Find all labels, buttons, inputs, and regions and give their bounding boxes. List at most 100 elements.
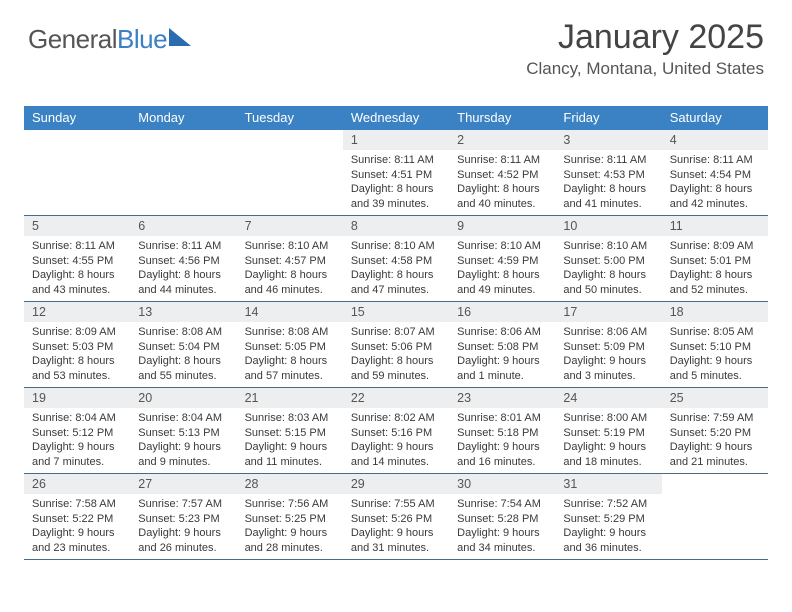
day-info: Sunrise: 8:04 AMSunset: 5:12 PMDaylight:… <box>24 408 130 473</box>
calendar: SundayMondayTuesdayWednesdayThursdayFrid… <box>24 106 768 560</box>
day-number: 2 <box>449 130 555 150</box>
calendar-week: 5Sunrise: 8:11 AMSunset: 4:55 PMDaylight… <box>24 216 768 302</box>
day-number: 19 <box>24 388 130 408</box>
calendar-day: 10Sunrise: 8:10 AMSunset: 5:00 PMDayligh… <box>555 216 661 301</box>
month-title: January 2025 <box>526 18 764 57</box>
calendar-day: 13Sunrise: 8:08 AMSunset: 5:04 PMDayligh… <box>130 302 236 387</box>
day-number: 31 <box>555 474 661 494</box>
weekday-header: Wednesday <box>343 106 449 130</box>
day-info: Sunrise: 7:54 AMSunset: 5:28 PMDaylight:… <box>449 494 555 559</box>
calendar-day: 19Sunrise: 8:04 AMSunset: 5:12 PMDayligh… <box>24 388 130 473</box>
day-info: Sunrise: 8:06 AMSunset: 5:08 PMDaylight:… <box>449 322 555 387</box>
day-number: 7 <box>237 216 343 236</box>
calendar-day: 6Sunrise: 8:11 AMSunset: 4:56 PMDaylight… <box>130 216 236 301</box>
day-number: 15 <box>343 302 449 322</box>
calendar-day: 12Sunrise: 8:09 AMSunset: 5:03 PMDayligh… <box>24 302 130 387</box>
day-info: Sunrise: 8:10 AMSunset: 4:58 PMDaylight:… <box>343 236 449 301</box>
day-info: Sunrise: 8:11 AMSunset: 4:56 PMDaylight:… <box>130 236 236 301</box>
weekday-header: Sunday <box>24 106 130 130</box>
day-info: Sunrise: 8:08 AMSunset: 5:04 PMDaylight:… <box>130 322 236 387</box>
logo-sail-icon <box>169 28 191 46</box>
calendar-body: 1Sunrise: 8:11 AMSunset: 4:51 PMDaylight… <box>24 130 768 560</box>
logo-text: GeneralBlue <box>28 24 167 55</box>
calendar-day: 27Sunrise: 7:57 AMSunset: 5:23 PMDayligh… <box>130 474 236 559</box>
weekday-header: Tuesday <box>237 106 343 130</box>
calendar-day: 28Sunrise: 7:56 AMSunset: 5:25 PMDayligh… <box>237 474 343 559</box>
day-info: Sunrise: 8:08 AMSunset: 5:05 PMDaylight:… <box>237 322 343 387</box>
day-number: 3 <box>555 130 661 150</box>
day-number: 1 <box>343 130 449 150</box>
day-number: 30 <box>449 474 555 494</box>
day-info: Sunrise: 8:04 AMSunset: 5:13 PMDaylight:… <box>130 408 236 473</box>
day-info: Sunrise: 8:11 AMSunset: 4:54 PMDaylight:… <box>662 150 768 215</box>
calendar-day: 26Sunrise: 7:58 AMSunset: 5:22 PMDayligh… <box>24 474 130 559</box>
day-info: Sunrise: 8:09 AMSunset: 5:03 PMDaylight:… <box>24 322 130 387</box>
calendar-week: 26Sunrise: 7:58 AMSunset: 5:22 PMDayligh… <box>24 474 768 560</box>
day-info: Sunrise: 7:56 AMSunset: 5:25 PMDaylight:… <box>237 494 343 559</box>
location-label: Clancy, Montana, United States <box>526 59 764 79</box>
calendar-day: 1Sunrise: 8:11 AMSunset: 4:51 PMDaylight… <box>343 130 449 215</box>
calendar-day-empty <box>237 130 343 215</box>
day-number: 5 <box>24 216 130 236</box>
day-info: Sunrise: 8:09 AMSunset: 5:01 PMDaylight:… <box>662 236 768 301</box>
day-info: Sunrise: 8:05 AMSunset: 5:10 PMDaylight:… <box>662 322 768 387</box>
weekday-header: Friday <box>555 106 661 130</box>
calendar-day-empty <box>662 474 768 559</box>
calendar-day: 9Sunrise: 8:10 AMSunset: 4:59 PMDaylight… <box>449 216 555 301</box>
day-info: Sunrise: 7:58 AMSunset: 5:22 PMDaylight:… <box>24 494 130 559</box>
day-info: Sunrise: 8:11 AMSunset: 4:51 PMDaylight:… <box>343 150 449 215</box>
calendar-day: 8Sunrise: 8:10 AMSunset: 4:58 PMDaylight… <box>343 216 449 301</box>
day-info: Sunrise: 8:11 AMSunset: 4:53 PMDaylight:… <box>555 150 661 215</box>
day-number: 24 <box>555 388 661 408</box>
day-info: Sunrise: 8:03 AMSunset: 5:15 PMDaylight:… <box>237 408 343 473</box>
day-number: 6 <box>130 216 236 236</box>
day-number: 13 <box>130 302 236 322</box>
calendar-day: 30Sunrise: 7:54 AMSunset: 5:28 PMDayligh… <box>449 474 555 559</box>
weekday-header: Thursday <box>449 106 555 130</box>
day-number: 28 <box>237 474 343 494</box>
day-info: Sunrise: 8:02 AMSunset: 5:16 PMDaylight:… <box>343 408 449 473</box>
day-number: 22 <box>343 388 449 408</box>
day-info: Sunrise: 8:11 AMSunset: 4:55 PMDaylight:… <box>24 236 130 301</box>
day-number: 21 <box>237 388 343 408</box>
day-number: 9 <box>449 216 555 236</box>
calendar-week: 19Sunrise: 8:04 AMSunset: 5:12 PMDayligh… <box>24 388 768 474</box>
day-info: Sunrise: 8:01 AMSunset: 5:18 PMDaylight:… <box>449 408 555 473</box>
logo-part2: Blue <box>117 24 167 54</box>
day-number: 11 <box>662 216 768 236</box>
day-number: 26 <box>24 474 130 494</box>
day-info: Sunrise: 8:06 AMSunset: 5:09 PMDaylight:… <box>555 322 661 387</box>
day-number: 12 <box>24 302 130 322</box>
calendar-day: 18Sunrise: 8:05 AMSunset: 5:10 PMDayligh… <box>662 302 768 387</box>
calendar-day: 22Sunrise: 8:02 AMSunset: 5:16 PMDayligh… <box>343 388 449 473</box>
day-number: 8 <box>343 216 449 236</box>
day-number: 17 <box>555 302 661 322</box>
calendar-day: 2Sunrise: 8:11 AMSunset: 4:52 PMDaylight… <box>449 130 555 215</box>
day-info: Sunrise: 8:11 AMSunset: 4:52 PMDaylight:… <box>449 150 555 215</box>
weekday-header: Monday <box>130 106 236 130</box>
calendar-week: 1Sunrise: 8:11 AMSunset: 4:51 PMDaylight… <box>24 130 768 216</box>
calendar-day: 17Sunrise: 8:06 AMSunset: 5:09 PMDayligh… <box>555 302 661 387</box>
day-info: Sunrise: 7:57 AMSunset: 5:23 PMDaylight:… <box>130 494 236 559</box>
day-info: Sunrise: 7:55 AMSunset: 5:26 PMDaylight:… <box>343 494 449 559</box>
day-info: Sunrise: 8:10 AMSunset: 4:57 PMDaylight:… <box>237 236 343 301</box>
day-number: 18 <box>662 302 768 322</box>
calendar-day: 25Sunrise: 7:59 AMSunset: 5:20 PMDayligh… <box>662 388 768 473</box>
calendar-day: 29Sunrise: 7:55 AMSunset: 5:26 PMDayligh… <box>343 474 449 559</box>
calendar-day: 16Sunrise: 8:06 AMSunset: 5:08 PMDayligh… <box>449 302 555 387</box>
weekday-header-row: SundayMondayTuesdayWednesdayThursdayFrid… <box>24 106 768 130</box>
calendar-day-empty <box>130 130 236 215</box>
day-number: 25 <box>662 388 768 408</box>
calendar-day: 11Sunrise: 8:09 AMSunset: 5:01 PMDayligh… <box>662 216 768 301</box>
brand-logo: GeneralBlue <box>28 24 191 55</box>
logo-part1: General <box>28 24 117 54</box>
day-info: Sunrise: 8:10 AMSunset: 5:00 PMDaylight:… <box>555 236 661 301</box>
day-number: 27 <box>130 474 236 494</box>
day-info: Sunrise: 8:07 AMSunset: 5:06 PMDaylight:… <box>343 322 449 387</box>
header: January 2025 Clancy, Montana, United Sta… <box>526 18 764 79</box>
day-number: 23 <box>449 388 555 408</box>
calendar-day: 20Sunrise: 8:04 AMSunset: 5:13 PMDayligh… <box>130 388 236 473</box>
day-info: Sunrise: 8:10 AMSunset: 4:59 PMDaylight:… <box>449 236 555 301</box>
day-number: 20 <box>130 388 236 408</box>
calendar-day: 23Sunrise: 8:01 AMSunset: 5:18 PMDayligh… <box>449 388 555 473</box>
